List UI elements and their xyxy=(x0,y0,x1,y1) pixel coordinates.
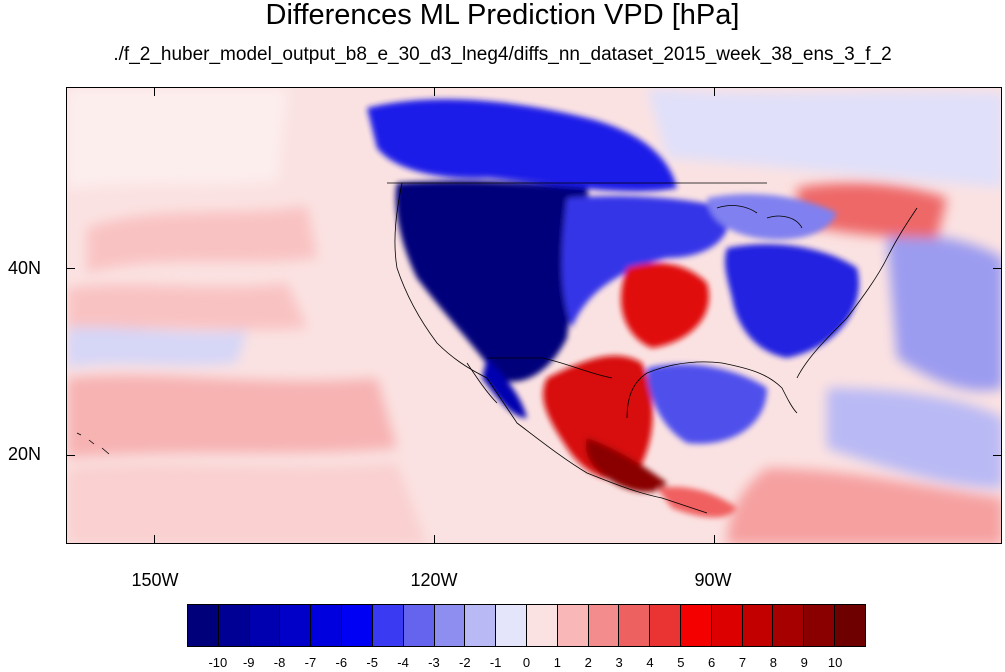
colorbar-label: 7 xyxy=(738,655,747,670)
ocean-band-south xyxy=(67,375,397,458)
colorbar-swatch xyxy=(804,605,836,646)
colorbar-label: 9 xyxy=(800,655,808,670)
east-coastline xyxy=(796,207,918,379)
colorbar-swatch xyxy=(742,605,774,646)
colorbar-swatch xyxy=(188,605,219,646)
caribbean-pink xyxy=(727,468,1001,543)
tick-top-90w xyxy=(714,88,715,96)
colorbar-swatch xyxy=(249,605,281,646)
canada-west-blue xyxy=(367,99,677,192)
colorbar-swatch xyxy=(496,605,527,646)
mexico-south-dark-red xyxy=(585,438,667,493)
colorbar-swatch xyxy=(403,605,435,646)
colorbar-label: 0 xyxy=(522,655,531,670)
colorbar-swatch xyxy=(218,605,250,646)
mexico-red xyxy=(543,355,653,480)
tick-left-20n xyxy=(67,455,75,456)
gulf-coastline xyxy=(626,361,798,419)
colorbar-swatch xyxy=(465,605,497,646)
mexico-border xyxy=(487,357,613,379)
chart-subtitle: ./f_2_huber_model_output_b8_e_30_d3_lneg… xyxy=(113,44,892,65)
eastern-us-blue xyxy=(724,244,859,358)
central-america-red xyxy=(657,486,737,518)
colorbar-swatch xyxy=(681,605,712,646)
southern-plains-red xyxy=(621,263,709,348)
colorbar-label: -5 xyxy=(366,655,378,670)
map-panel xyxy=(66,87,1002,544)
colorbar-label: -7 xyxy=(304,655,317,670)
colorbar-label: -4 xyxy=(397,655,409,670)
colorbar-swatch xyxy=(588,605,620,646)
western-us-dark-blue xyxy=(395,180,590,382)
colorbar-label: -3 xyxy=(428,655,440,670)
colorbar-swatch xyxy=(342,605,373,646)
ocean-field xyxy=(67,88,1001,543)
gulf-blue xyxy=(647,364,767,444)
colorbar-label: 1 xyxy=(553,655,561,670)
colorbar-swatch xyxy=(526,605,558,646)
canada-east-red xyxy=(797,182,947,238)
colorbar-label: 6 xyxy=(708,655,716,670)
tick-top-150w xyxy=(154,88,155,96)
colorbar-label: -9 xyxy=(242,655,255,670)
colorbar-label: -1 xyxy=(489,655,502,670)
colorbar xyxy=(187,604,866,647)
colorbar-swatch xyxy=(619,605,651,646)
tick-bottom-150w xyxy=(154,535,155,543)
colorbar-swatch xyxy=(650,605,681,646)
colorbar-label: -8 xyxy=(273,655,286,670)
ocean-band-mid xyxy=(87,206,317,273)
baja-dark-blue xyxy=(482,358,527,418)
plains-blue xyxy=(562,196,729,328)
colorbar-swatch xyxy=(711,605,743,646)
colorbar-label: -10 xyxy=(208,655,228,670)
coastlines xyxy=(76,182,918,514)
tick-right-40n xyxy=(993,268,1001,269)
colorbar-swatch xyxy=(773,605,805,646)
ocean-band-blue-west xyxy=(67,326,247,368)
north-canada-light xyxy=(647,88,1001,188)
colorbar-label: 5 xyxy=(677,655,685,670)
tick-right-20n xyxy=(993,455,1001,456)
chart-title: Differences ML Prediction VPD [hPa] xyxy=(265,0,740,31)
baja-coastline xyxy=(466,362,498,404)
colorbar-label: -2 xyxy=(458,655,471,670)
ocean-band-southwest xyxy=(67,463,427,543)
atlantic-blue xyxy=(887,235,1001,391)
colorbar-label: -6 xyxy=(335,655,348,670)
lon-label-150w: 150W xyxy=(131,570,179,590)
lon-label-120w: 120W xyxy=(410,570,458,590)
colorbar-swatch xyxy=(280,605,312,646)
lon-label-90w: 90W xyxy=(694,570,732,590)
tick-left-40n xyxy=(67,268,75,269)
tick-top-120w xyxy=(434,88,435,96)
tick-bottom-120w xyxy=(434,535,435,543)
colorbar-label: 10 xyxy=(827,655,843,670)
colorbar-swatch xyxy=(372,605,404,646)
colorbar-swatch xyxy=(311,605,343,646)
lat-label-40n: 40N xyxy=(8,258,42,278)
colorbar-label: 8 xyxy=(769,655,778,670)
vpd-difference-map xyxy=(67,88,1001,543)
great-lakes xyxy=(716,205,803,229)
colorbar-label: 3 xyxy=(615,655,623,670)
ocean-band-central xyxy=(67,283,307,333)
lat-label-20n: 20N xyxy=(8,444,42,464)
atlantic-light xyxy=(827,388,1001,488)
colorbar-swatch xyxy=(557,605,589,646)
tick-bottom-90w xyxy=(714,535,715,543)
colorbar-swatch xyxy=(434,605,466,646)
colorbar-label: 2 xyxy=(584,655,592,670)
colorbar-swatch xyxy=(835,605,865,646)
west-coastline xyxy=(394,182,708,514)
ocean-band-north xyxy=(67,88,287,188)
hawaii-islands xyxy=(76,432,110,455)
colorbar-label: 4 xyxy=(646,655,654,670)
